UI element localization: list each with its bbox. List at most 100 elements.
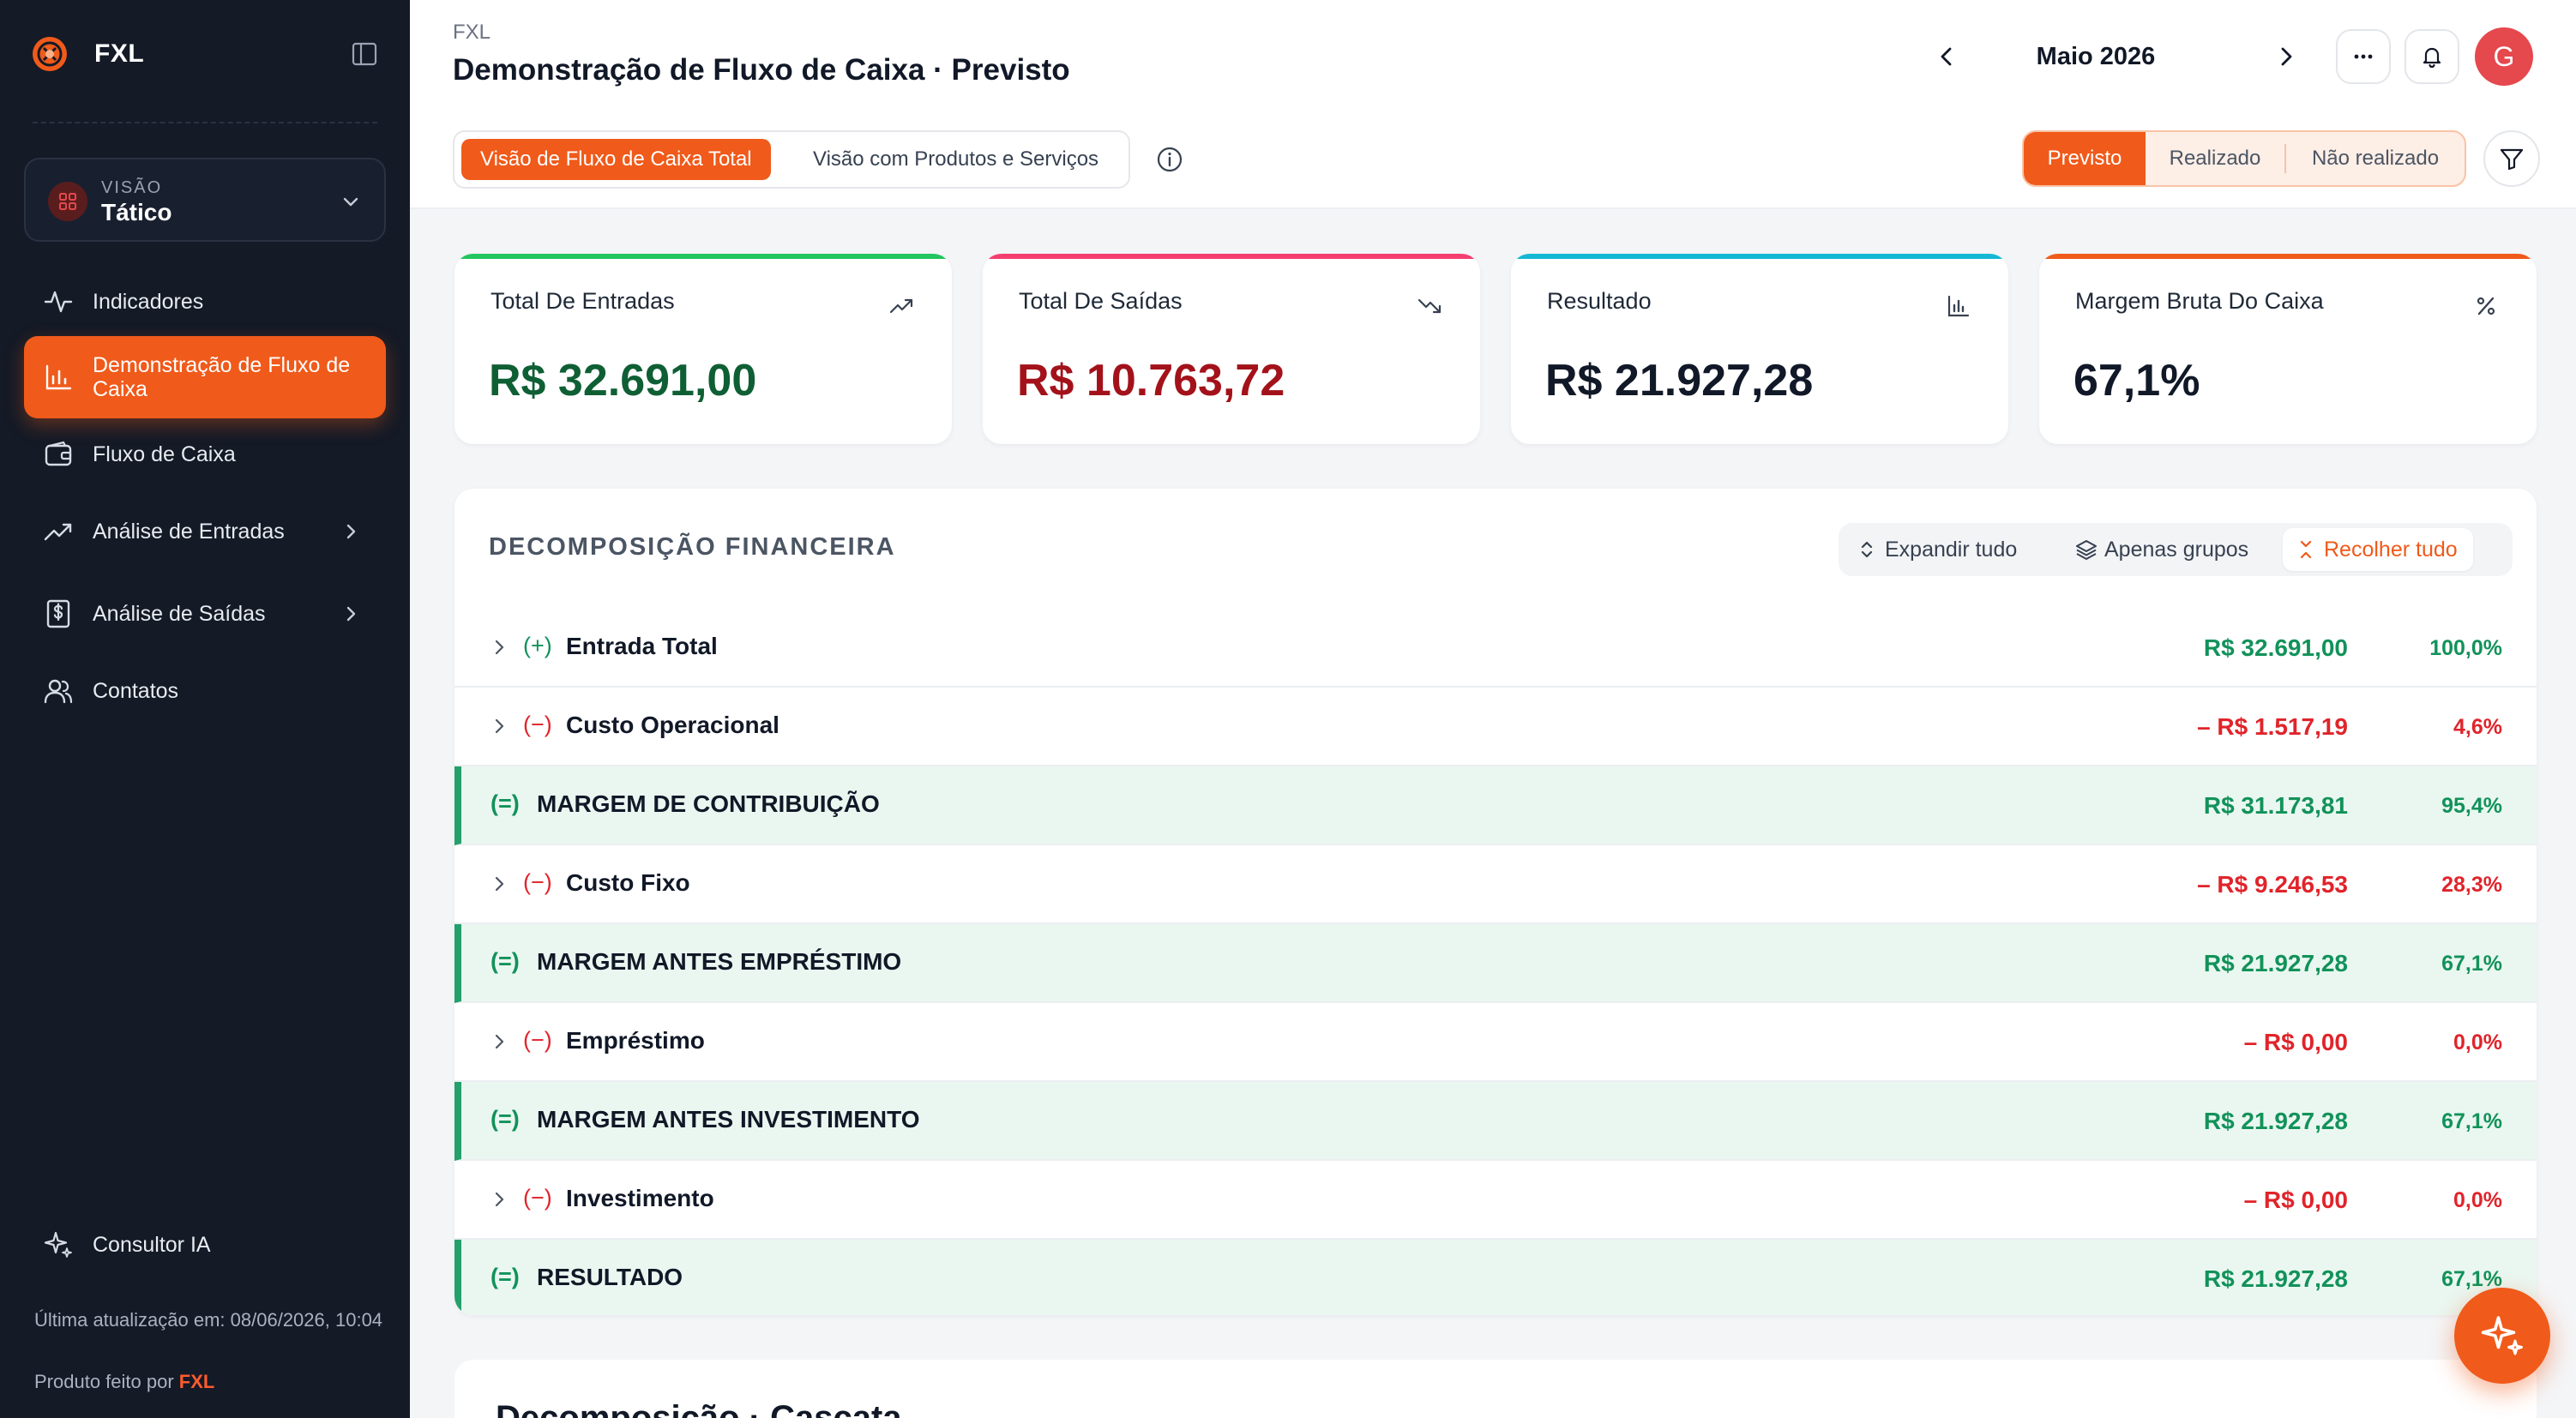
- row-label: Custo Operacional: [566, 712, 779, 738]
- nav-item-label: Contatos: [93, 679, 179, 703]
- nav-item-label: Consultor IA: [93, 1233, 211, 1257]
- breadcrumb[interactable]: FXL: [453, 21, 491, 44]
- row-amount: R$ 21.927,28: [2203, 950, 2348, 976]
- row-percentage: 28,3%: [2441, 873, 2502, 897]
- sparkles-icon: [2481, 1316, 2523, 1355]
- row-sign: (=): [491, 948, 520, 974]
- table-row[interactable]: (−) Empréstimo – R$ 0,00 0,0%: [454, 1003, 2537, 1082]
- user-avatar[interactable]: G: [2475, 27, 2533, 86]
- tab-previsto[interactable]: Previsto: [2024, 132, 2146, 185]
- row-label: MARGEM DE CONTRIBUIÇÃO: [537, 790, 880, 817]
- table-row[interactable]: (−) Investimento – R$ 0,00 0,0%: [454, 1161, 2537, 1240]
- row-sign: (−): [523, 1027, 552, 1053]
- nav-item-label: Análise de Saídas: [93, 602, 266, 626]
- page-header: FXL Demonstração de Fluxo de Caixa · Pre…: [410, 0, 2576, 209]
- nav-item-fluxo-caixa[interactable]: Fluxo de Caixa: [24, 430, 386, 478]
- chevron-right-icon[interactable]: [489, 1031, 509, 1052]
- kpi-label: Resultado: [1547, 288, 1652, 314]
- table-row[interactable]: (−) Custo Operacional – R$ 1.517,19 4,6%: [454, 688, 2537, 766]
- made-by-prefix: Produto feito por: [34, 1371, 174, 1392]
- sidebar-footer: Última atualização em: 08/06/2026, 10:04…: [34, 1308, 386, 1392]
- layers-icon: [2076, 540, 2097, 560]
- ai-assistant-button[interactable]: [2454, 1288, 2550, 1384]
- summary-row: (=) RESULTADO R$ 21.927,28 67,1%: [454, 1240, 2537, 1315]
- row-sign: (=): [491, 1264, 520, 1289]
- kpi-label: Total De Saídas: [1019, 288, 1183, 314]
- tab-nao-realizado[interactable]: Não realizado: [2311, 147, 2440, 170]
- row-amount: R$ 21.927,28: [2203, 1108, 2348, 1134]
- sidebar: FXL VISÃO Tático Indicadores: [0, 0, 410, 1418]
- kpi-label: Margem Bruta Do Caixa: [2075, 288, 2324, 314]
- kpi-value: R$ 32.691,00: [489, 356, 757, 406]
- bar-chart-icon: [1947, 295, 1970, 317]
- row-sign: (=): [491, 1106, 520, 1132]
- row-label: Entrada Total: [566, 633, 718, 659]
- info-icon[interactable]: [1154, 144, 1185, 175]
- table-row[interactable]: (+) Entrada Total R$ 32.691,00 100,0%: [454, 609, 2537, 688]
- chevron-right-icon[interactable]: [489, 1189, 509, 1210]
- made-by-brand[interactable]: FXL: [178, 1371, 215, 1392]
- row-sign: (−): [523, 1185, 552, 1211]
- nav-item-demonstracao-fluxo-caixa[interactable]: Demonstração de Fluxo de Caixa: [24, 336, 386, 418]
- kpi-accent-bar: [454, 254, 952, 259]
- nav-item-analise-saidas[interactable]: Análise de Saídas: [24, 590, 386, 638]
- chevron-right-icon[interactable]: [2271, 41, 2302, 72]
- row-amount: R$ 21.927,28: [2203, 1265, 2348, 1292]
- row-sign: (=): [491, 790, 520, 816]
- row-amount: – R$ 0,00: [2243, 1187, 2348, 1213]
- chevron-right-icon[interactable]: [489, 637, 509, 658]
- expand-all-button[interactable]: Expandir tudo: [1844, 528, 2032, 571]
- month-label: Maio 2026: [2036, 43, 2156, 70]
- row-sign: (−): [523, 869, 552, 895]
- bell-icon: [2423, 47, 2441, 69]
- panel-title: DECOMPOSIÇÃO FINANCEIRA: [489, 533, 896, 561]
- chevrons-collapse-icon: [2300, 540, 2312, 559]
- kpi-margem-bruta: Margem Bruta Do Caixa 67,1%: [2039, 254, 2537, 444]
- chevron-right-icon: [346, 606, 356, 622]
- view-tabs: Visão de Fluxo de Caixa Total Visão com …: [453, 130, 1130, 189]
- tab-produtos-servicos[interactable]: Visão com Produtos e Serviços: [813, 147, 1099, 171]
- notifications-button[interactable]: [2404, 29, 2459, 84]
- tab-realizado[interactable]: Realizado: [2169, 147, 2261, 170]
- financial-breakdown-panel: DECOMPOSIÇÃO FINANCEIRA Expandir tudo Ap…: [454, 489, 2537, 1315]
- row-amount: R$ 31.173,81: [2203, 792, 2348, 819]
- kpi-accent-bar: [1511, 254, 2008, 259]
- row-percentage: 67,1%: [2441, 952, 2502, 976]
- summary-row: (=) MARGEM DE CONTRIBUIÇÃO R$ 31.173,81 95,…: [454, 766, 2537, 845]
- chevron-left-icon[interactable]: [1931, 41, 1962, 72]
- view-selector[interactable]: VISÃO Tático: [24, 158, 386, 242]
- row-percentage: 67,1%: [2441, 1109, 2502, 1133]
- more-options-button[interactable]: [2336, 29, 2391, 84]
- chevron-right-icon: [346, 524, 356, 539]
- table-row[interactable]: (−) Custo Fixo – R$ 9.246,53 28,3%: [454, 845, 2537, 924]
- collapse-all-button[interactable]: Recolher tudo: [2283, 528, 2473, 571]
- users-icon: [44, 679, 73, 704]
- sidebar-toggle-icon[interactable]: [350, 39, 379, 69]
- nav-item-contatos[interactable]: Contatos: [24, 667, 386, 715]
- kpi-accent-bar: [2039, 254, 2537, 259]
- sidebar-divider: [33, 122, 377, 123]
- more-horizontal-icon: [2354, 54, 2373, 59]
- row-percentage: 100,0%: [2429, 636, 2502, 660]
- kpi-accent-bar: [983, 254, 1480, 259]
- status-tab-separator: [2284, 144, 2286, 173]
- chevron-right-icon[interactable]: [489, 716, 509, 736]
- groups-only-button[interactable]: Apenas grupos: [2063, 528, 2264, 571]
- row-label: Empréstimo: [566, 1027, 705, 1054]
- filter-button[interactable]: [2483, 130, 2540, 187]
- row-percentage: 4,6%: [2453, 715, 2502, 739]
- status-tabs: Previsto Realizado Não realizado: [2022, 130, 2466, 187]
- nav-item-consultor-ia[interactable]: Consultor IA: [24, 1221, 386, 1269]
- kpi-total-saidas: Total De Saídas R$ 10.763,72: [983, 254, 1480, 444]
- bar-chart-icon: [45, 364, 72, 390]
- summary-row: (=) MARGEM ANTES INVESTIMENTO R$ 21.927,28…: [454, 1082, 2537, 1161]
- summary-row: (=) MARGEM ANTES EMPRÉSTIMO R$ 21.927,28 67…: [454, 924, 2537, 1003]
- view-selector-label: VISÃO: [101, 178, 163, 197]
- tab-fluxo-caixa-total[interactable]: Visão de Fluxo de Caixa Total: [461, 139, 771, 180]
- nav-item-analise-entradas[interactable]: Análise de Entradas: [24, 508, 386, 556]
- brand[interactable]: FXL: [31, 34, 144, 74]
- kpi-resultado: Resultado R$ 21.927,28: [1511, 254, 2008, 444]
- brand-logo-icon: [33, 37, 67, 71]
- nav-item-indicadores[interactable]: Indicadores: [24, 278, 386, 326]
- chevron-right-icon[interactable]: [489, 874, 509, 894]
